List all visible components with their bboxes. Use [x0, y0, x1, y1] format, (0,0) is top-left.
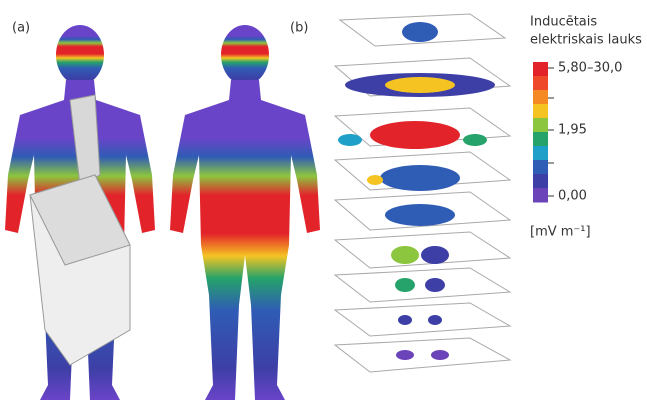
colorbar-ticks [548, 67, 554, 197]
slices [333, 13, 512, 373]
colorbar-segment [533, 62, 548, 77]
slice-sections [338, 22, 495, 360]
colorbar-segment [533, 146, 548, 161]
colorbar-segment [533, 104, 548, 119]
colorbar-segment [533, 188, 548, 203]
colorbar-segment [533, 132, 548, 147]
colorbar-segment [533, 90, 548, 105]
device-arm [69, 94, 101, 186]
colorbar-segment [533, 160, 548, 175]
colorbar-segment [533, 118, 548, 133]
legend-title: Inducētais [530, 15, 597, 30]
colorbar-label: 5,80–30,0 [558, 61, 622, 76]
colorbar-label: 1,95 [558, 123, 587, 138]
colorbar-label: 0,00 [558, 189, 587, 204]
device-box-top [29, 174, 131, 266]
panel-label: (a) [12, 21, 30, 36]
body-model-b [170, 25, 320, 400]
panel-label: (b) [290, 21, 308, 36]
colorbar [533, 62, 548, 203]
colorbar-segment [533, 174, 548, 189]
unit-label: [mV m⁻¹] [530, 225, 591, 240]
colorbar-segment [533, 76, 548, 91]
legend-title: elektriskais lauks [530, 33, 642, 48]
